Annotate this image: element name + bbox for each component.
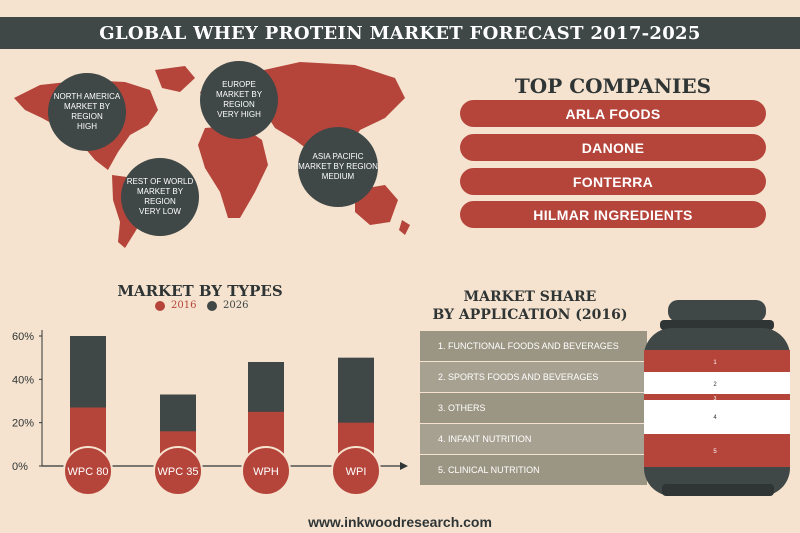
region-asia-pacific: ASIA PACIFIC MARKET BY REGION MEDIUM	[298, 127, 378, 207]
region-name: ASIA PACIFIC	[312, 152, 364, 161]
map-africa	[198, 125, 268, 218]
region-rest-of-world: REST OF WORLD MARKET BY REGION VERY LOW	[121, 158, 199, 236]
application-row-1: 1. FUNCTIONAL FOODS AND BEVERAGES	[420, 331, 647, 361]
legend-2016-label: 2016	[171, 300, 197, 311]
jar-band-2	[644, 372, 790, 394]
top-companies-title: TOP COMPANIES	[514, 74, 712, 98]
category-label: WPH	[253, 466, 279, 478]
legend-2026: 2026	[207, 300, 248, 311]
region-north-america: NORTH AMERICA MARKET BY REGION HIGH	[48, 73, 126, 151]
region-name: REST OF WORLD	[126, 177, 194, 186]
region-sub: MARKET BY REGION	[298, 162, 378, 171]
jar-label-2: 2	[713, 382, 717, 388]
region-name: EUROPE	[222, 80, 256, 89]
map-asia	[255, 62, 405, 160]
category-circle	[241, 446, 291, 496]
company-arla-foods: ARLA FOODS	[460, 100, 766, 127]
y-tick-label: 60%	[12, 331, 34, 343]
legend-2026-swatch	[207, 300, 217, 311]
map-nz	[399, 220, 410, 235]
legend-2026-label: 2026	[223, 300, 249, 311]
region-level: MEDIUM	[321, 172, 355, 181]
jar-neck	[660, 320, 774, 330]
market-share-title-line2: BY APPLICATION (2016)	[432, 307, 628, 323]
region-sub: MARKET BY REGION	[63, 102, 111, 121]
jar-band-4	[644, 400, 790, 434]
application-row-5: 5. CLINICAL NUTRITION	[420, 455, 647, 485]
map-greenland	[155, 66, 195, 92]
application-row-4: 4. INFANT NUTRITION	[420, 424, 647, 454]
company-hilmar-ingredients: HILMAR INGREDIENTS	[460, 201, 766, 228]
application-row-3: 3. OTHERS	[420, 393, 647, 423]
category-circle	[63, 446, 113, 496]
category-label: WPC 80	[68, 466, 109, 478]
page-title: GLOBAL WHEY PROTEIN MARKET FORECAST 2017…	[0, 17, 800, 49]
jar-label-5: 5	[713, 449, 717, 455]
jar-band-1	[644, 350, 790, 372]
region-europe: EUROPE MARKET BY REGION VERY HIGH	[200, 61, 278, 139]
category-label: WPI	[346, 466, 367, 478]
protein-jar: 1 2 3 4 5	[644, 300, 790, 496]
company-fonterra: FONTERRA	[460, 168, 766, 195]
jar-band-5	[644, 434, 790, 467]
company-danone: DANONE	[460, 134, 766, 161]
jar-base	[662, 484, 774, 496]
y-tick-label: 20%	[12, 418, 34, 430]
region-name: NORTH AMERICA	[53, 92, 121, 101]
jar-label-4: 4	[713, 415, 717, 421]
category-circle	[153, 446, 203, 496]
legend-2016: 2016	[155, 300, 196, 311]
jar-label-1: 1	[713, 360, 717, 366]
website-url[interactable]: www.inkwoodresearch.com	[308, 514, 492, 530]
category-label: WPC 35	[158, 466, 199, 478]
jar-band-3	[644, 394, 790, 400]
market-share-title-line1: MARKET SHARE	[463, 289, 597, 305]
x-axis-arrow	[400, 462, 408, 470]
market-by-types-chart: 60% 40% 20% 0% WPC 80 WPC 35 WPH WPI	[12, 330, 408, 496]
application-row-2: 2. SPORTS FOODS AND BEVERAGES	[420, 362, 647, 392]
region-level: VERY HIGH	[217, 110, 261, 119]
region-sub: MARKET BY REGION	[215, 90, 263, 109]
market-by-types-title: MARKET BY TYPES	[117, 282, 283, 300]
market-share-title: MARKET SHARE BY APPLICATION (2016)	[420, 288, 640, 324]
region-sub: MARKET BY REGION	[136, 187, 184, 206]
jar-label-3: 3	[714, 396, 717, 402]
region-level: HIGH	[77, 122, 97, 131]
category-circle	[331, 446, 381, 496]
y-tick-label: 0%	[12, 461, 28, 473]
legend-2016-swatch	[155, 300, 165, 311]
jar-lid	[668, 300, 766, 322]
y-tick-label: 40%	[12, 374, 34, 386]
region-level: VERY LOW	[139, 207, 181, 216]
